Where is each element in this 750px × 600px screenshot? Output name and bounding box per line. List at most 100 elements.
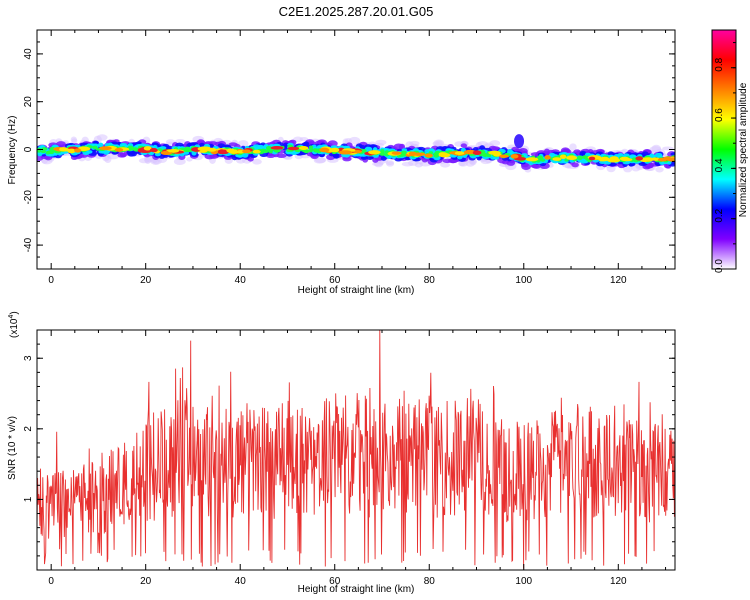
spectrogram-cell bbox=[442, 158, 453, 164]
spectrogram-cell bbox=[237, 140, 249, 147]
spectrogram-panel: 0 20 40 60 80 100 120 -40 -20 0 20 40 Height of str… bbox=[7, 29, 676, 296]
snr-x-tick-label: 120 bbox=[610, 576, 627, 587]
snr-multiplier-base: (x10 bbox=[9, 318, 20, 338]
colorbar-tick-label: 0.2 bbox=[714, 208, 725, 222]
spectrogram-hotspot bbox=[525, 157, 539, 162]
snr-series-line bbox=[37, 330, 675, 569]
colorbar-tick-label: 0.4 bbox=[714, 158, 725, 172]
spectrogram-cell bbox=[252, 159, 262, 165]
snr-x-tick-label: 60 bbox=[329, 576, 341, 587]
spectrogram-x-tick-label: 80 bbox=[424, 275, 436, 286]
snr-multiplier-exponent: 4 bbox=[8, 315, 15, 319]
spectrogram-y-tick-label: 0 bbox=[23, 146, 34, 152]
spectrogram-hotspot bbox=[454, 151, 465, 155]
spectrogram-y-label: Frequency (Hz) bbox=[7, 116, 18, 185]
spectrogram-cell bbox=[460, 143, 468, 148]
spectrogram-cell bbox=[92, 145, 98, 150]
snr-panel: 0 20 40 60 80 100 120 1 2 3 Height of straight li… bbox=[7, 311, 676, 595]
spectrogram-feature bbox=[514, 134, 525, 149]
spectrogram-hotspot bbox=[368, 150, 381, 155]
spectrogram-hotspot bbox=[559, 154, 567, 160]
snr-x-label: Height of straight line (km) bbox=[298, 584, 415, 595]
spectrogram-cell bbox=[383, 148, 391, 152]
spectrogram-cell bbox=[489, 140, 501, 147]
spectrogram-y-tick-label: -20 bbox=[23, 190, 34, 205]
colorbar-ticks: 0.0 0.2 0.4 0.6 0.8 bbox=[714, 42, 736, 273]
snr-x-tick-label: 20 bbox=[140, 576, 152, 587]
spectrogram-hotspot bbox=[438, 152, 448, 157]
spectrogram-cell bbox=[401, 161, 414, 167]
spectrogram-cell bbox=[41, 147, 48, 151]
spectrogram-hotspot bbox=[270, 146, 284, 150]
spectrogram-hotspot bbox=[242, 149, 251, 154]
spectrogram-y-tick-label: 40 bbox=[23, 48, 34, 60]
spectrogram-cell bbox=[241, 152, 249, 158]
spectrogram-hotspot bbox=[287, 146, 300, 151]
snr-x-tick-label: 80 bbox=[424, 576, 436, 587]
spectrogram-cell bbox=[70, 136, 77, 143]
colorbar-label: Normalized spectral amplitude bbox=[738, 82, 749, 217]
spectrogram-cell bbox=[204, 153, 215, 160]
spectrogram-cell bbox=[469, 158, 477, 166]
snr-x-tick-label: 40 bbox=[235, 576, 247, 587]
spectrogram-cell bbox=[576, 156, 583, 161]
spectrogram-cell bbox=[433, 152, 440, 157]
spectrogram-hotspot bbox=[252, 149, 261, 154]
figure-title: C2E1.2025.287.20.01.G05 bbox=[279, 4, 434, 19]
spectrogram-cell bbox=[313, 157, 326, 164]
spectrogram-cell bbox=[401, 151, 407, 156]
spectrogram-hotspot bbox=[510, 154, 519, 159]
spectrogram-hotspot bbox=[143, 146, 152, 151]
spectrogram-cell bbox=[165, 139, 176, 145]
spectrogram-cell bbox=[432, 141, 440, 146]
spectrogram-cell bbox=[132, 147, 138, 152]
spectrogram-hotspot bbox=[666, 157, 675, 162]
spectrogram-cell bbox=[186, 157, 193, 162]
spectrogram-hotspot bbox=[226, 148, 236, 153]
spectrogram-cell bbox=[481, 152, 487, 157]
spectrogram-cell bbox=[409, 140, 420, 146]
spectrogram-hotspot bbox=[338, 150, 353, 155]
spectrogram-cell bbox=[655, 166, 664, 173]
spectrogram-cell bbox=[150, 157, 162, 165]
spectrogram-x-tick-label: 60 bbox=[329, 275, 341, 286]
spectrogram-cell bbox=[641, 151, 649, 156]
spectrogram-hotspot bbox=[391, 151, 402, 155]
spectrogram-cell bbox=[379, 152, 386, 156]
spectrogram-hotspot bbox=[218, 149, 225, 154]
spectrogram-hotspot bbox=[651, 157, 660, 161]
spectrogram-x-tick-label: 0 bbox=[48, 275, 54, 286]
snr-multiplier-close: ) bbox=[9, 311, 20, 314]
spectrogram-cell bbox=[385, 160, 395, 166]
spectrogram-cell bbox=[257, 144, 264, 149]
snr-y-tick-label: 1 bbox=[23, 496, 34, 502]
spectrogram-cell bbox=[144, 157, 151, 164]
snr-y-tick-label: 2 bbox=[23, 426, 34, 432]
snr-y-label: SNR (10 * v/v) bbox=[7, 416, 18, 480]
spectrogram-cell bbox=[649, 146, 662, 152]
spectrogram-hotspot bbox=[167, 148, 180, 153]
spectrogram-cell bbox=[117, 152, 127, 158]
spectrogram-cell bbox=[670, 152, 675, 157]
spectrogram-hotspot bbox=[67, 148, 76, 154]
spectrogram-hotspot bbox=[74, 148, 82, 153]
spectrogram-hotspot bbox=[408, 151, 417, 157]
spectrogram-y-tick-label: -40 bbox=[23, 237, 34, 252]
spectrogram-hotspot bbox=[59, 147, 68, 152]
snr-x-tick-label: 100 bbox=[515, 576, 532, 587]
spectrogram-x-tick-label: 120 bbox=[610, 275, 627, 286]
spectrogram-hotspot bbox=[657, 157, 667, 162]
spectrogram-hotspot bbox=[499, 154, 509, 158]
spectrogram-hotspot bbox=[609, 156, 619, 161]
spectrogram-cell bbox=[87, 150, 93, 154]
spectrogram-hotspot bbox=[588, 156, 596, 161]
spectrogram-hotspot bbox=[207, 147, 217, 152]
spectrogram-cell bbox=[375, 139, 387, 146]
spectrogram-cell bbox=[348, 136, 361, 145]
spectrogram-hotspot bbox=[599, 156, 610, 162]
spectrogram-cell bbox=[380, 149, 385, 154]
spectrogram-x-tick-label: 20 bbox=[140, 275, 152, 286]
spectrogram-cell bbox=[154, 152, 161, 157]
spectrogram-cell bbox=[127, 151, 136, 157]
